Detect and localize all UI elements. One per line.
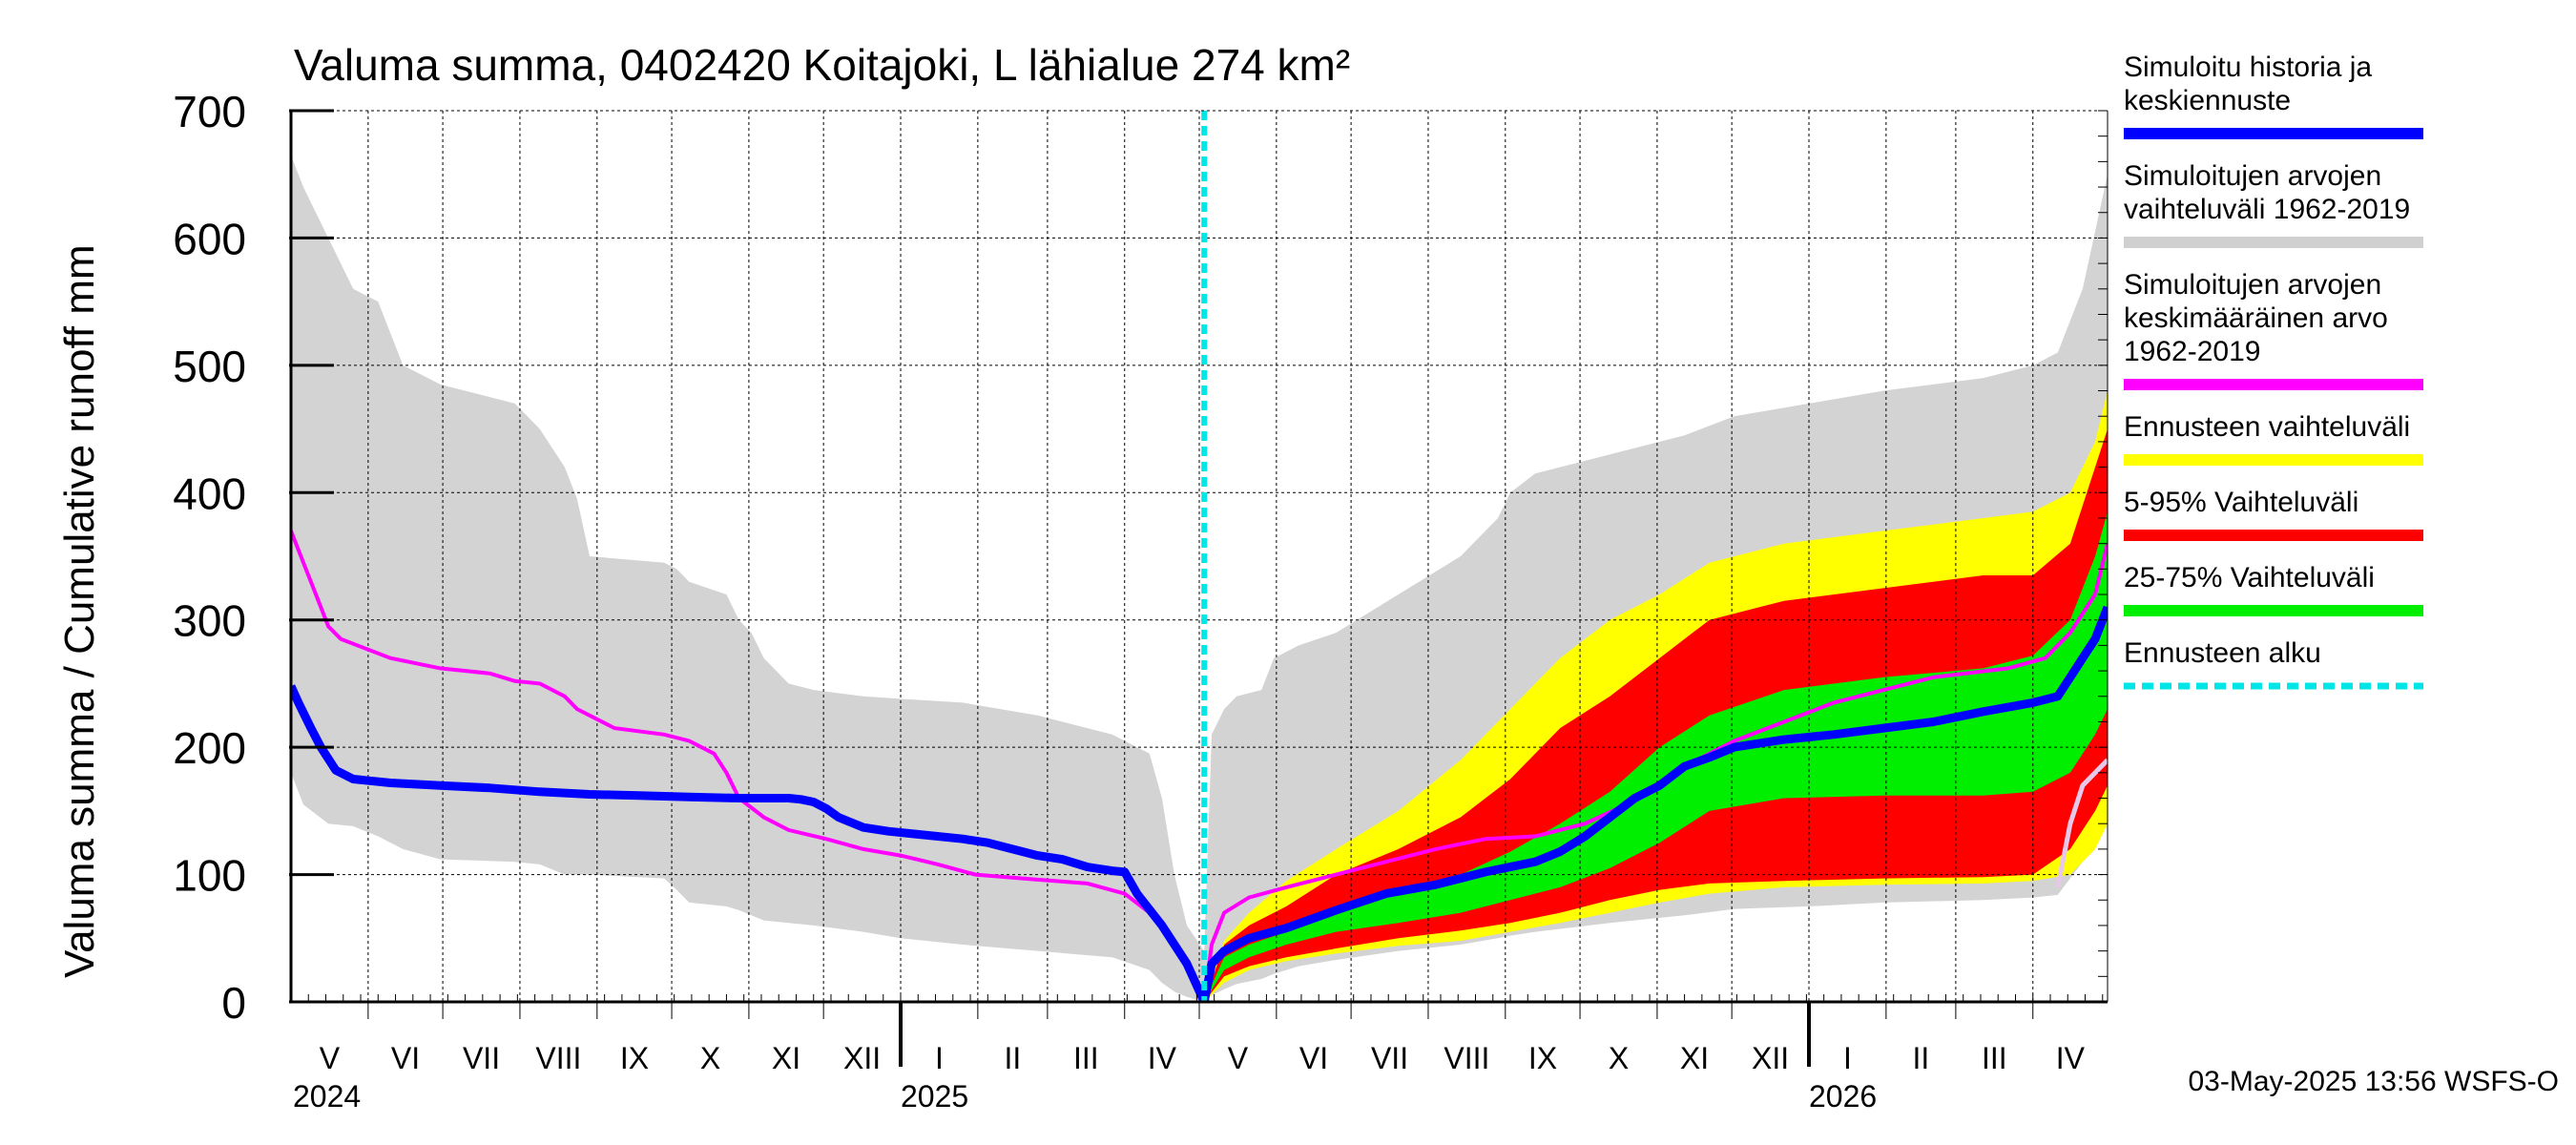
simulated-line [291,605,2108,1002]
y-tick-label: 100 [173,851,246,901]
month-label: VIII [1444,1041,1489,1075]
y-tick-label: 300 [173,596,246,646]
month-label: II [1004,1041,1021,1075]
month-label: VII [1371,1041,1408,1075]
y-tick-label: 600 [173,214,246,263]
legend-text-mean: Simuloitujen arvojen [2124,269,2381,301]
month-label: I [935,1041,944,1075]
legend-text-fc_range: Ennusteen vaihteluväli [2124,411,2410,443]
legend-text-p25_75: 25-75% Vaihteluväli [2124,562,2375,593]
month-label: IX [1528,1041,1557,1075]
y-tick-label: 200 [173,723,246,773]
month-label: X [1609,1041,1629,1075]
month-label: XI [1680,1041,1709,1075]
footer-timestamp: 03-May-2025 13:56 WSFS-O [2189,1066,2560,1097]
month-label: X [700,1041,720,1075]
month-label: II [1912,1041,1929,1075]
y-tick-label: 700 [173,87,246,136]
year-label: 2024 [293,1079,361,1114]
month-label: VI [391,1041,420,1075]
month-label: XII [1752,1041,1789,1075]
tail-line [2055,758,2108,888]
month-label: XII [843,1041,881,1075]
year-label: 2026 [1809,1079,1877,1114]
month-label: IX [620,1041,649,1075]
y-tick-label: 0 [221,978,246,1028]
month-label: XI [772,1041,800,1075]
chart-title: Valuma summa, 0402420 Koitajoki, L lähia… [294,40,1350,90]
legend-text-sim: Simuloitu historia ja [2124,52,2372,83]
percentile-5-95-band [1204,428,2108,1002]
mean-line [291,530,2108,1002]
legend-text-mean: keskimääräinen arvo [2124,302,2388,334]
legend-text-sim: keskiennuste [2124,85,2291,116]
legend-text-range: vaihteluväli 1962-2019 [2124,194,2410,225]
month-label: VII [463,1041,500,1075]
month-label: III [1073,1041,1099,1075]
month-label: VIII [535,1041,581,1075]
legend-text-start: Ennusteen alku [2124,637,2321,669]
percentile-25-75-band [1204,511,2108,1002]
y-tick-label: 400 [173,468,246,518]
y-axis-label: Valuma summa / Cumulative runoff mm [56,244,103,978]
month-label: III [1982,1041,2007,1075]
legend-text-p5_95: 5-95% Vaihteluväli [2124,487,2358,518]
year-label: 2025 [901,1079,968,1114]
month-label: VI [1299,1041,1328,1075]
y-tick-label: 500 [173,342,246,391]
month-label: IV [1148,1041,1177,1075]
month-label: V [1228,1041,1249,1075]
month-label: I [1843,1041,1852,1075]
legend-text-range: Simuloitujen arvojen [2124,160,2381,192]
month-label: V [320,1041,341,1075]
legend-text-mean: 1962-2019 [2124,336,2260,367]
month-label: IV [2056,1041,2086,1075]
